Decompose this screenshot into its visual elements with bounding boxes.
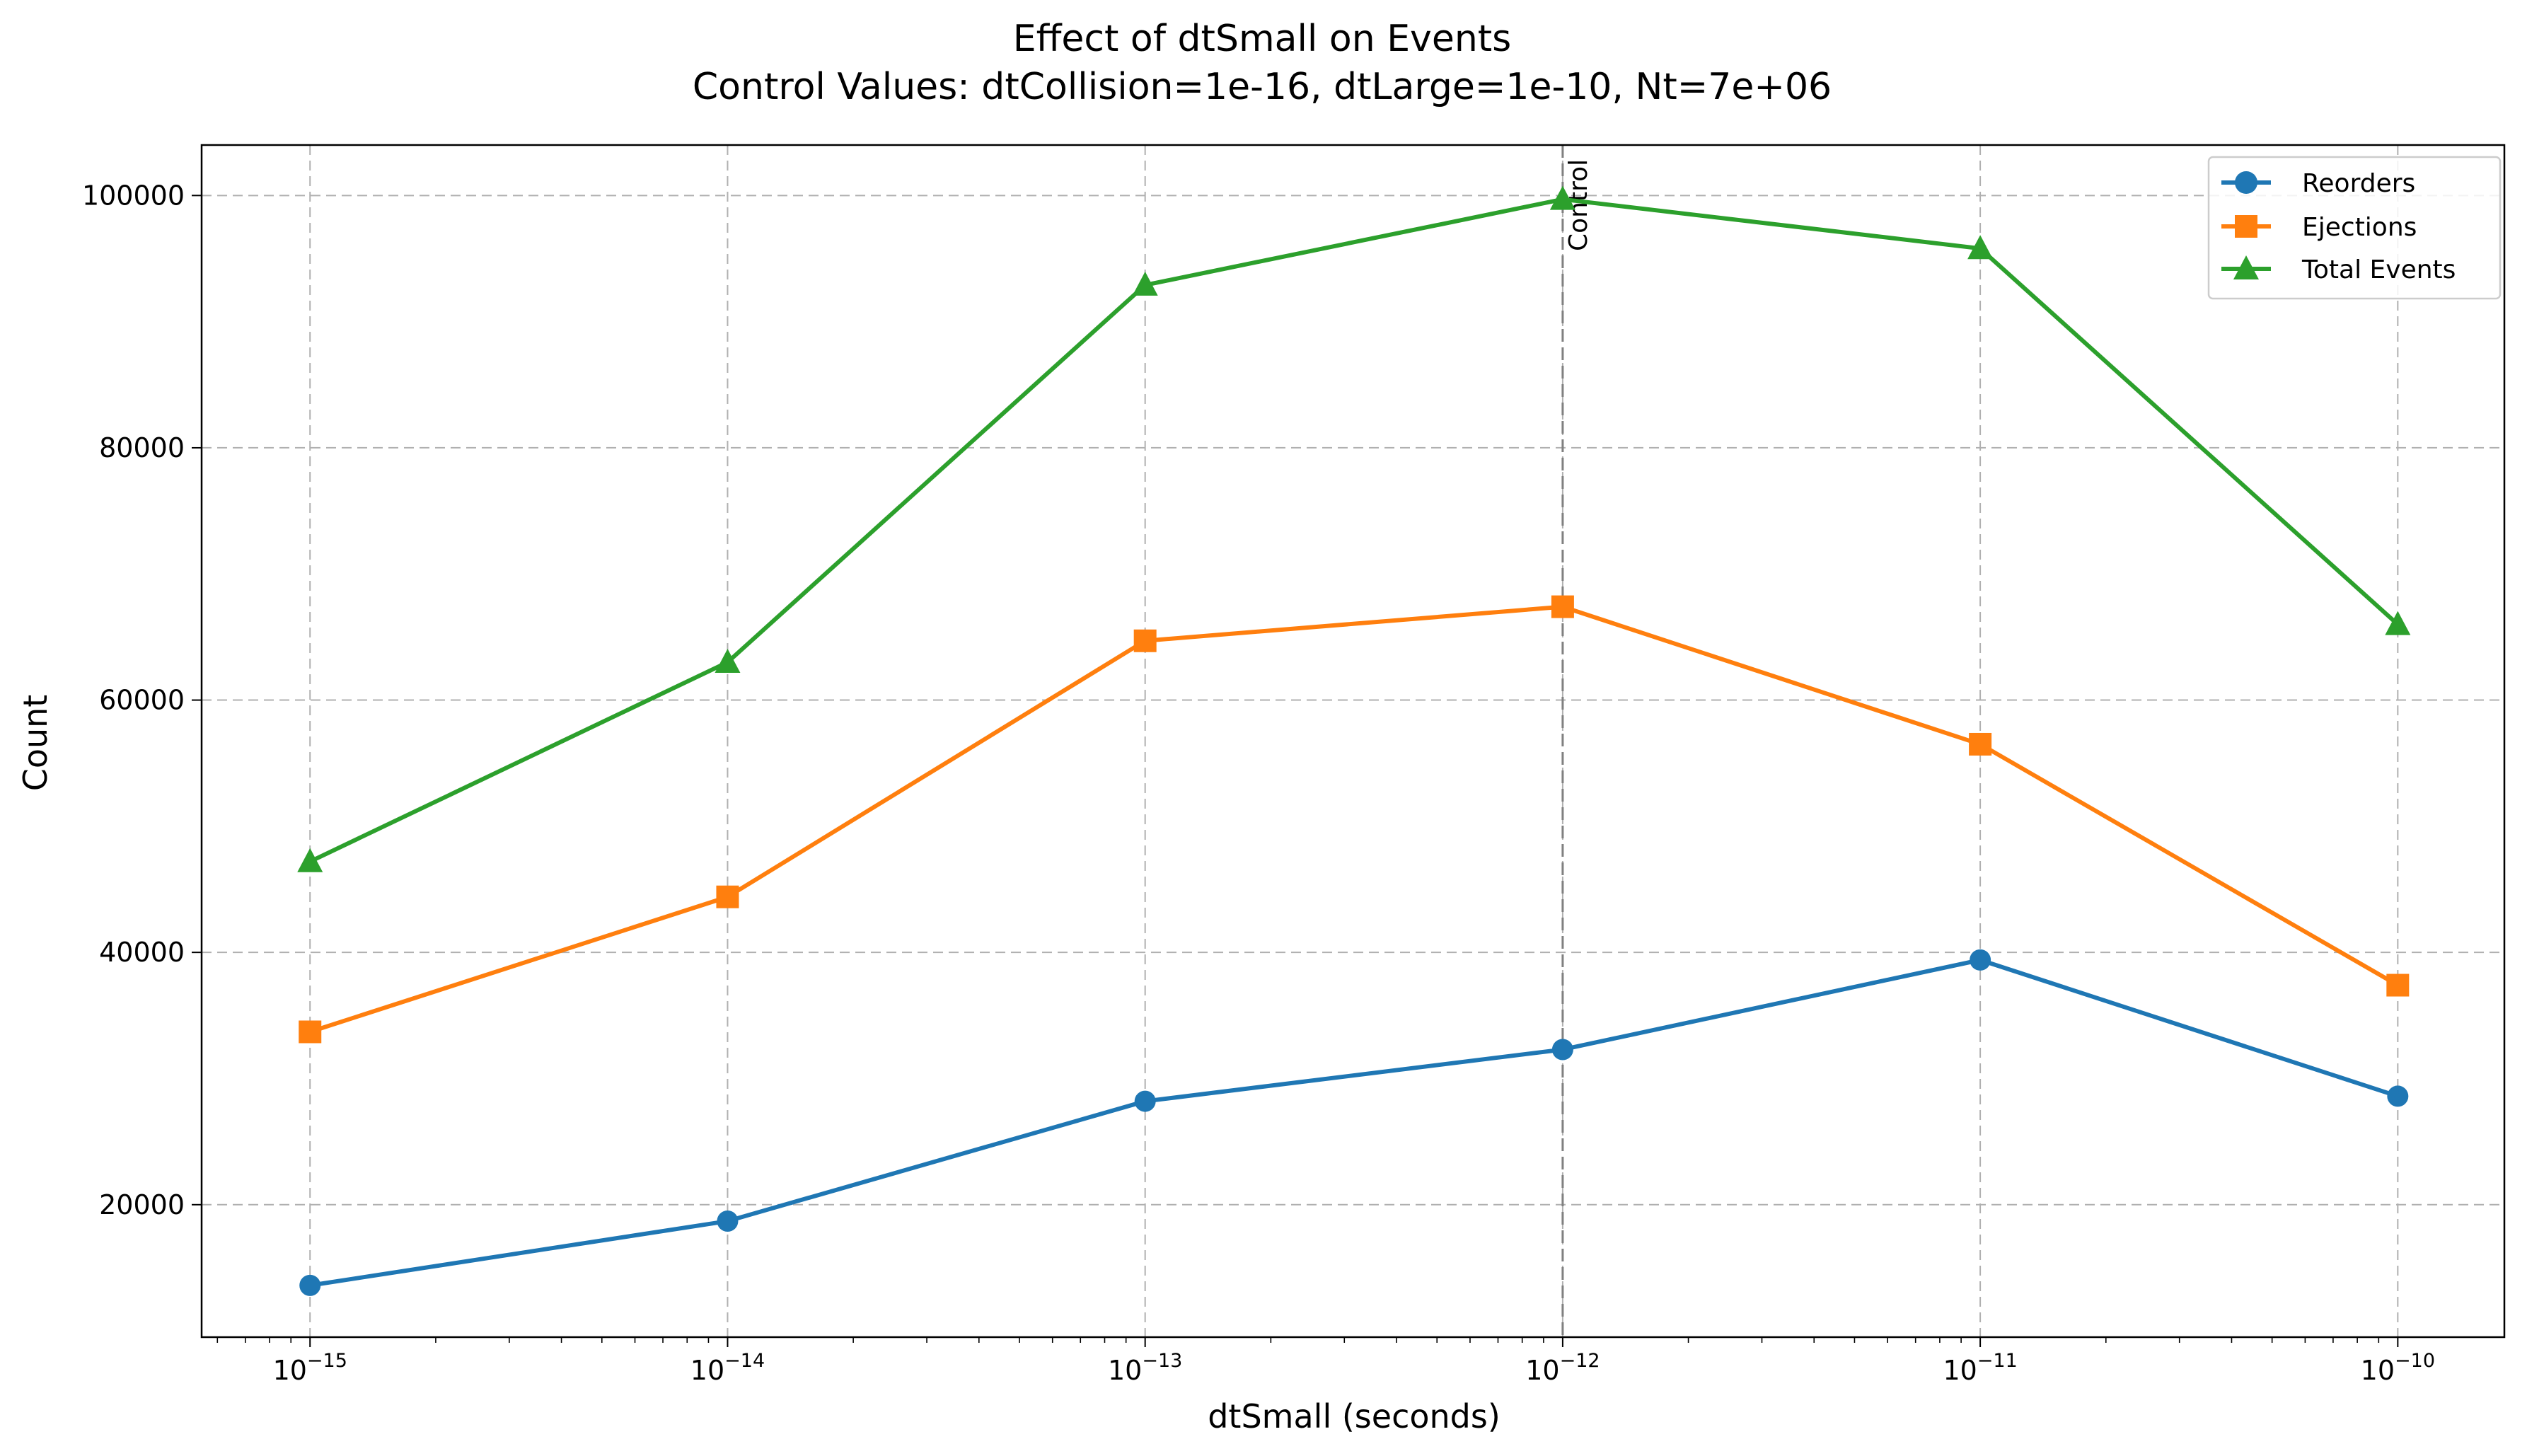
- series-lines: [297, 185, 2411, 1296]
- y-axis-ticks: 20000 40000 60000 80000 100000: [82, 180, 202, 1220]
- chart-subtitle: Control Values: dtCollision=1e-16, dtLar…: [693, 66, 1832, 108]
- legend: Reorders Ejections Total Events: [2207, 156, 2502, 300]
- data-point-total-events: [1967, 235, 1994, 260]
- data-point-ejections: [299, 1020, 322, 1044]
- data-point-ejections: [716, 885, 739, 908]
- data-point-reorders: [1970, 949, 1991, 971]
- data-point-reorders: [1551, 1039, 1573, 1061]
- x-tick-label: 10−11: [1943, 1350, 2017, 1386]
- series-line-total-events: [308, 197, 2400, 864]
- data-point-reorders: [1134, 1090, 1156, 1112]
- chart-title: Effect of dtSmall on Events: [1013, 18, 1512, 60]
- legend-box: [2207, 156, 2502, 300]
- data-point-reorders: [299, 1274, 321, 1296]
- y-tick-label: 60000: [99, 685, 185, 716]
- data-point-reorders: [717, 1210, 739, 1232]
- y-tick-label: 100000: [82, 180, 185, 211]
- y-axis-label: Count: [16, 695, 54, 792]
- series-line-ejections: [309, 604, 2399, 1034]
- x-tick-label: 10−15: [273, 1350, 347, 1386]
- x-tick-label: 10−12: [1525, 1350, 1600, 1386]
- legend-item-reorders: Reorders: [2221, 169, 2415, 198]
- x-axis-label: dtSmall (seconds): [1208, 1397, 1500, 1435]
- data-point-total-events: [715, 649, 741, 674]
- legend-item-total-events: Total Events: [2221, 255, 2456, 284]
- data-point-ejections: [1969, 732, 1992, 756]
- legend-label-reorders: Reorders: [2302, 169, 2415, 198]
- y-tick-label: 20000: [99, 1189, 185, 1220]
- data-point-total-events: [1549, 185, 1575, 210]
- x-tick-label: 10−13: [1108, 1350, 1182, 1386]
- data-point-ejections: [1133, 629, 1157, 652]
- legend-label-ejections: Ejections: [2302, 213, 2417, 242]
- data-point-total-events: [1132, 271, 1158, 296]
- x-tick-label: 10−14: [690, 1350, 765, 1386]
- data-point-total-events: [2385, 611, 2411, 635]
- y-tick-label: 40000: [99, 937, 185, 968]
- legend-label-total-events: Total Events: [2301, 255, 2456, 284]
- control-marker: Control: [1561, 145, 1593, 1337]
- data-point-reorders: [2387, 1085, 2409, 1107]
- data-point-total-events: [297, 848, 323, 872]
- series-line-reorders: [309, 957, 2399, 1288]
- data-point-ejections: [2386, 973, 2410, 997]
- x-tick-label: 10−10: [2361, 1350, 2435, 1386]
- grid-lines: [202, 145, 2504, 1337]
- data-point-ejections: [1551, 595, 1574, 618]
- x-axis-ticks: 10−15 10−14 10−13 10−12 10−11 10−10: [216, 1337, 2435, 1386]
- legend-item-ejections: Ejections: [2221, 213, 2417, 242]
- plot-frame: [200, 144, 2506, 1339]
- y-tick-label: 80000: [99, 432, 185, 463]
